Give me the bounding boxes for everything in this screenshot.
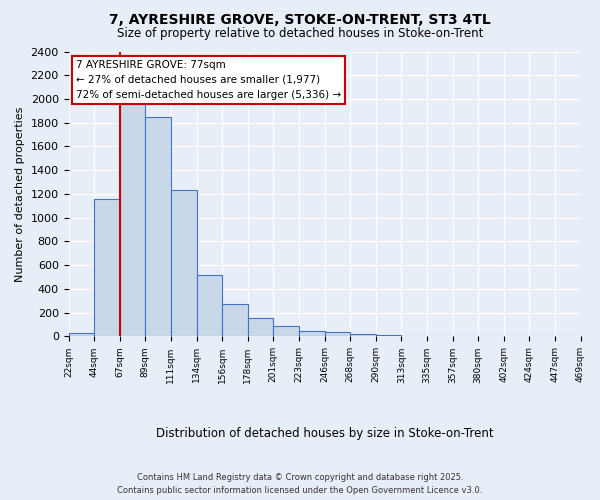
- Bar: [120, 102, 145, 336]
- Bar: [274, 326, 299, 336]
- Text: Contains HM Land Registry data © Crown copyright and database right 2025.
Contai: Contains HM Land Registry data © Crown c…: [118, 474, 482, 495]
- Bar: [325, 332, 350, 336]
- Bar: [145, 117, 171, 336]
- Bar: [171, 190, 197, 336]
- Bar: [222, 304, 248, 336]
- Bar: [248, 318, 274, 336]
- Bar: [299, 331, 325, 336]
- Bar: [94, 198, 120, 336]
- X-axis label: Distribution of detached houses by size in Stoke-on-Trent: Distribution of detached houses by size …: [156, 427, 493, 440]
- Text: 7 AYRESHIRE GROVE: 77sqm
← 27% of detached houses are smaller (1,977)
72% of sem: 7 AYRESHIRE GROVE: 77sqm ← 27% of detach…: [76, 60, 341, 100]
- Y-axis label: Number of detached properties: Number of detached properties: [15, 106, 25, 282]
- Text: 7, AYRESHIRE GROVE, STOKE-ON-TRENT, ST3 4TL: 7, AYRESHIRE GROVE, STOKE-ON-TRENT, ST3 …: [109, 12, 491, 26]
- Bar: [68, 334, 94, 336]
- Bar: [350, 334, 376, 336]
- Bar: [197, 274, 222, 336]
- Text: Size of property relative to detached houses in Stoke-on-Trent: Size of property relative to detached ho…: [117, 28, 483, 40]
